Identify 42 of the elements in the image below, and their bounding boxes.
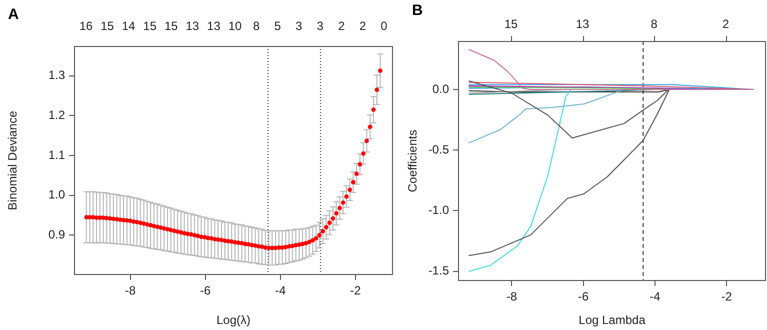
text: 10	[228, 19, 242, 33]
text: 3	[296, 19, 302, 33]
text: 2	[338, 19, 345, 33]
x-tick-label: -4	[275, 284, 286, 298]
x-tick-label: -6	[578, 290, 590, 304]
text: 8	[650, 17, 658, 31]
y-tick-label: 1.0	[48, 188, 66, 202]
x-tick-label: -8	[506, 290, 518, 304]
text: 15	[164, 19, 178, 33]
y-tick-label: -1.5	[428, 264, 450, 278]
text: A	[8, 6, 19, 23]
text: B	[412, 2, 423, 19]
y-tick-label: 0.9	[48, 227, 66, 242]
text: 2	[359, 19, 366, 33]
text: 13	[207, 19, 220, 33]
y-axis-title: Binomial Deviance	[6, 110, 20, 210]
text: 14	[122, 19, 136, 33]
text: 15	[100, 19, 114, 33]
x-tick-label: -2	[350, 284, 362, 298]
y-tick-label: 1.1	[48, 148, 66, 162]
x-axis-title: Log Lambda	[578, 313, 646, 328]
text: 0	[380, 19, 388, 33]
text: 13	[186, 19, 200, 33]
y-tick-label: 1.2	[48, 108, 66, 122]
text: 16	[79, 19, 93, 33]
y-tick-label: -0.5	[428, 142, 450, 156]
y-tick-label: -1.0	[428, 203, 450, 218]
text: 15	[143, 19, 157, 33]
x-axis-title: Log(λ)	[216, 313, 251, 328]
text: 8	[252, 19, 260, 33]
text: 3	[316, 19, 324, 33]
x-tick-label: -6	[200, 284, 212, 298]
x-tick-label: -4	[650, 290, 661, 304]
y-tick-label: 1.3	[48, 68, 66, 82]
y-tick-label: 0.0	[432, 82, 450, 96]
x-tick-label: -2	[721, 290, 732, 304]
text: 15	[504, 17, 518, 31]
y-axis-title: Coefficients	[406, 130, 420, 192]
text: 5	[274, 19, 281, 33]
x-tick-label: -8	[124, 284, 136, 298]
text: 2	[722, 17, 730, 31]
text: 13	[576, 17, 590, 31]
